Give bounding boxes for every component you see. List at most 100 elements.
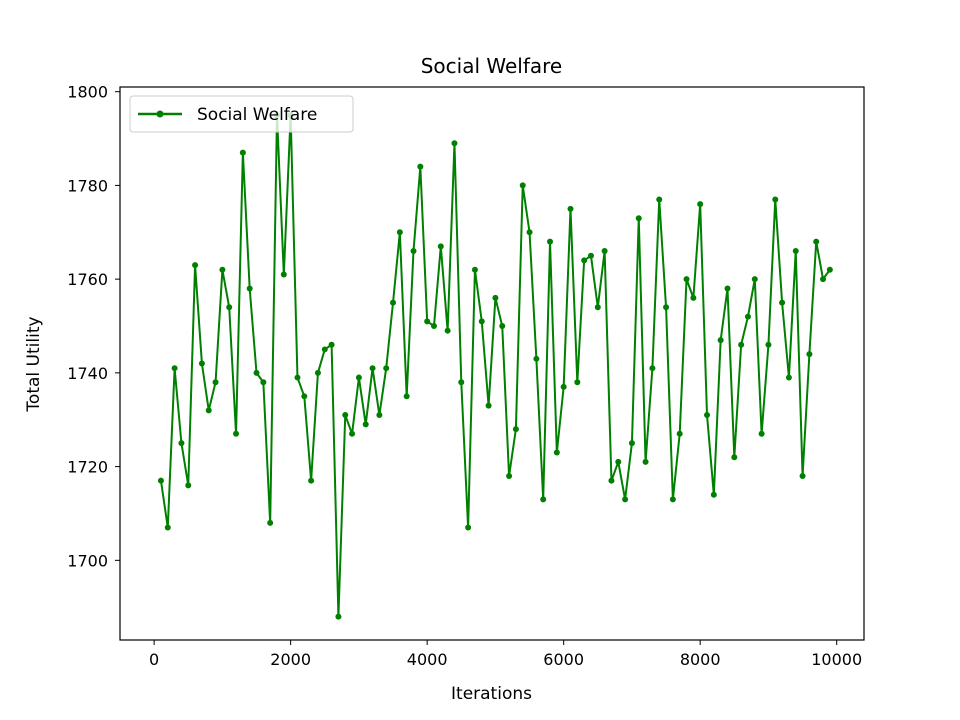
data-point — [185, 482, 192, 489]
data-point — [492, 294, 499, 301]
data-point — [587, 252, 594, 259]
data-point — [799, 472, 806, 479]
data-point — [581, 257, 588, 264]
data-point — [233, 430, 240, 437]
data-point — [608, 477, 615, 484]
data-point — [239, 149, 246, 156]
chart-title: Social Welfare — [421, 54, 563, 78]
data-point — [663, 304, 670, 311]
data-point — [205, 407, 212, 414]
data-point — [437, 243, 444, 250]
legend-box — [129, 95, 354, 133]
y-tick-label: 1740 — [67, 364, 108, 383]
data-point — [560, 383, 567, 390]
data-point — [499, 323, 506, 330]
data-point — [219, 266, 226, 273]
data-point — [157, 477, 164, 484]
data-point — [314, 369, 321, 376]
data-point — [362, 421, 369, 428]
data-point — [417, 163, 424, 170]
data-point — [574, 379, 581, 386]
data-point — [547, 238, 554, 245]
data-point — [246, 285, 253, 292]
data-point — [512, 426, 519, 433]
data-point — [451, 140, 458, 147]
data-point — [533, 355, 540, 362]
data-point — [465, 524, 472, 531]
data-point — [321, 346, 328, 353]
data-point — [826, 266, 833, 273]
x-tick-label: 6000 — [543, 650, 584, 669]
y-axis-title: Total Utility — [24, 316, 44, 412]
data-point — [212, 379, 219, 386]
data-point — [765, 341, 772, 348]
data-point — [226, 304, 233, 311]
data-point — [192, 262, 199, 269]
data-point — [717, 337, 724, 344]
series-social-welfare — [157, 112, 833, 620]
plot-area-frame — [119, 86, 865, 641]
data-point — [690, 294, 697, 301]
data-point — [280, 271, 287, 278]
x-tick-label: 4000 — [407, 650, 448, 669]
data-point — [390, 299, 397, 306]
data-point — [430, 323, 437, 330]
legend-marker-swatch — [156, 110, 164, 118]
data-point — [349, 430, 356, 437]
data-point — [553, 449, 560, 456]
x-tick-label: 8000 — [680, 650, 721, 669]
y-axis: 1700 1720 1740 1760 1780 1800 — [67, 83, 120, 570]
series-line — [159, 114, 831, 618]
data-point — [594, 304, 601, 311]
data-point — [403, 393, 410, 400]
data-point — [383, 365, 390, 372]
data-point — [478, 318, 485, 325]
data-point — [751, 276, 758, 283]
data-point — [806, 351, 813, 358]
data-point — [731, 454, 738, 461]
y-tick-label: 1720 — [67, 458, 108, 477]
data-point — [601, 248, 608, 255]
x-axis: 0 2000 4000 6000 8000 10000 — [149, 640, 862, 669]
legend-label: Social Welfare — [197, 105, 317, 125]
data-point — [171, 365, 178, 372]
data-point — [506, 472, 513, 479]
data-point — [355, 374, 362, 381]
data-point — [444, 327, 451, 334]
data-point — [642, 458, 649, 465]
data-point — [335, 613, 342, 620]
data-point — [785, 374, 792, 381]
x-tick-label: 0 — [149, 650, 159, 669]
data-point — [260, 379, 267, 386]
data-point — [710, 491, 717, 498]
data-point — [772, 196, 779, 203]
data-point — [519, 182, 526, 189]
data-point — [622, 496, 629, 503]
data-point — [683, 276, 690, 283]
data-point — [267, 519, 274, 526]
data-point — [635, 215, 642, 222]
data-point — [676, 430, 683, 437]
data-point — [396, 229, 403, 236]
y-tick-label: 1700 — [67, 551, 108, 570]
data-point — [649, 365, 656, 372]
data-point — [704, 412, 711, 419]
data-point — [744, 313, 751, 320]
x-tick-label: 2000 — [270, 650, 311, 669]
data-point — [738, 341, 745, 348]
data-point — [526, 229, 533, 236]
data-point — [253, 369, 260, 376]
data-point — [328, 341, 335, 348]
data-point — [669, 496, 676, 503]
data-point — [615, 458, 622, 465]
data-point — [308, 477, 315, 484]
data-point — [376, 412, 383, 419]
data-point — [294, 374, 301, 381]
data-point — [369, 365, 376, 372]
data-point — [820, 276, 827, 283]
data-point — [628, 440, 635, 447]
data-point — [342, 412, 349, 419]
data-point — [792, 248, 799, 255]
y-tick-label: 1780 — [67, 176, 108, 195]
